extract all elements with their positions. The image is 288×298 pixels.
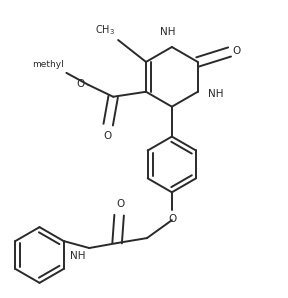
Text: methyl: methyl (32, 60, 63, 69)
Text: O: O (232, 46, 241, 56)
Text: CH$_3$: CH$_3$ (95, 23, 115, 37)
Text: O: O (103, 131, 111, 141)
Text: NH: NH (160, 27, 176, 37)
Text: NH: NH (70, 251, 85, 261)
Text: O: O (76, 79, 84, 89)
Text: O: O (116, 199, 124, 209)
Text: NH: NH (208, 89, 223, 99)
Text: O: O (169, 214, 177, 224)
